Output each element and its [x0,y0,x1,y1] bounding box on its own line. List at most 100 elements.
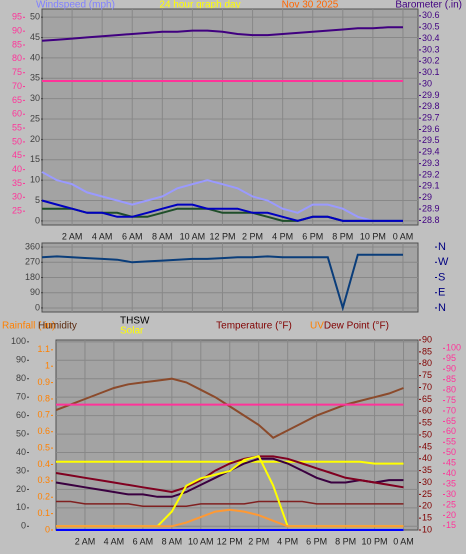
y-tick-label: 29.7 [422,113,440,123]
x-tick-label: 10 AM [188,536,214,546]
y-tick-label: 25 [30,113,40,123]
y-tick-label: 0.6 [37,426,50,436]
y-tick-label: 55 [12,122,22,132]
axis-label: Windspeed (mph) [36,0,115,11]
x-tick-label: 2 PM [248,536,269,546]
y-tick-label: 0.8 [37,393,50,403]
x-tick-label: 6 AM [122,231,143,241]
y-tick-label: 30.1 [422,67,440,77]
y-tick-label: 60 [446,426,456,436]
y-tick-label: 70 [12,81,22,91]
legend-label: UV [310,321,324,332]
legend-label: Rainfall (.in) [2,321,55,332]
y-tick-label: 75 [422,370,432,380]
y-tick-label: 30.4 [422,33,440,43]
y-tick-label: 25 [422,489,432,499]
y-tick-label: S [438,271,445,283]
x-tick-label: 4 AM [92,231,113,241]
y-tick-label: 35 [12,178,22,188]
y-tick-label: 29.9 [422,90,440,100]
y-tick-label: 5 [35,195,40,205]
y-tick-label: 0.7 [37,410,50,420]
y-tick-label: 1.1 [37,344,50,354]
y-tick-label: 30.3 [422,44,440,54]
y-tick-label: 10 [30,175,40,185]
y-tick-label: 30 [16,465,26,475]
series-line [41,253,403,312]
chart-subtitle: Nov 30 2025 [282,0,339,11]
y-tick-label: 65 [446,416,456,426]
y-tick-label: 29.8 [422,101,440,111]
series-line [56,508,404,528]
series-line [41,171,403,222]
plot-area [41,8,419,226]
y-tick-label: 0.4 [37,459,50,469]
y-tick-label: 80 [422,358,432,368]
x-tick-label: 2 AM [62,231,83,241]
y-tick-label: 80 [16,373,26,383]
series-line [56,500,404,508]
y-tick-label: 45 [30,32,40,42]
y-tick-label: 29.3 [422,158,440,168]
x-tick-label: 8 AM [152,231,173,241]
y-tick-label: 10 [16,502,26,512]
y-tick-label: 65 [422,394,432,404]
y-tick-label: 60 [422,406,432,416]
y-tick-label: 40 [12,164,22,174]
series-line [56,460,404,465]
x-tick-label: 10 PM [362,536,388,546]
y-tick-label: 40 [446,468,456,478]
y-tick-label: 95 [446,353,456,363]
y-tick-label: 100 [446,343,461,353]
x-tick-label: 8 PM [335,536,356,546]
y-tick-label: 85 [422,346,432,356]
legend-label: Dew Point (°F) [324,321,389,332]
y-tick-label: 35 [446,478,456,488]
y-tick-label: 20 [16,484,26,494]
y-tick-label: 180 [25,272,40,282]
y-tick-label: 29.1 [422,181,440,191]
y-tick-label: 1 [45,361,50,371]
y-tick-label: 45 [446,458,456,468]
y-tick-label: 0 [21,521,26,531]
x-tick-label: 10 PM [360,231,386,241]
y-tick-label: 0.5 [37,442,50,452]
x-tick-label: 0 AM [393,231,414,241]
y-tick-label: 30.5 [422,22,440,32]
y-tick-label: W [438,256,449,268]
y-tick-label: 60 [12,109,22,119]
x-tick-label: 0 AM [393,536,414,546]
y-tick-label: 50 [30,12,40,22]
y-tick-label: 90 [422,334,432,344]
y-tick-label: 29.6 [422,124,440,134]
y-tick-label: 270 [25,257,40,267]
y-tick-label: 30 [30,93,40,103]
legend-label: Solar [120,326,144,337]
y-tick-label: 30 [12,192,22,202]
y-tick-label: 45 [12,150,22,160]
y-tick-label: N [438,302,446,314]
y-tick-label: 70 [446,405,456,415]
series-line [41,199,403,222]
y-tick-label: 35 [422,465,432,475]
y-tick-label: 25 [12,206,22,216]
x-tick-label: 4 PM [272,231,293,241]
y-tick-label: 0.3 [37,475,50,485]
x-tick-label: 12 PM [217,536,243,546]
y-tick-label: 50 [446,447,456,457]
y-tick-label: 0.1 [37,508,50,518]
y-tick-label: 40 [422,453,432,463]
y-tick-label: 29 [422,192,432,202]
y-tick-label: 20 [446,510,456,520]
y-tick-label: 28.8 [422,215,440,225]
y-tick-label: 45 [422,441,432,451]
y-tick-label: 29.2 [422,169,440,179]
y-tick-label: 90 [12,26,22,36]
y-tick-label: 30 [422,78,432,88]
y-tick-label: 0.9 [37,377,50,387]
y-tick-label: E [438,287,445,299]
y-tick-label: 20 [30,134,40,144]
x-tick-label: 8 PM [332,231,353,241]
y-tick-label: 70 [422,382,432,392]
y-tick-label: 0 [45,524,50,534]
